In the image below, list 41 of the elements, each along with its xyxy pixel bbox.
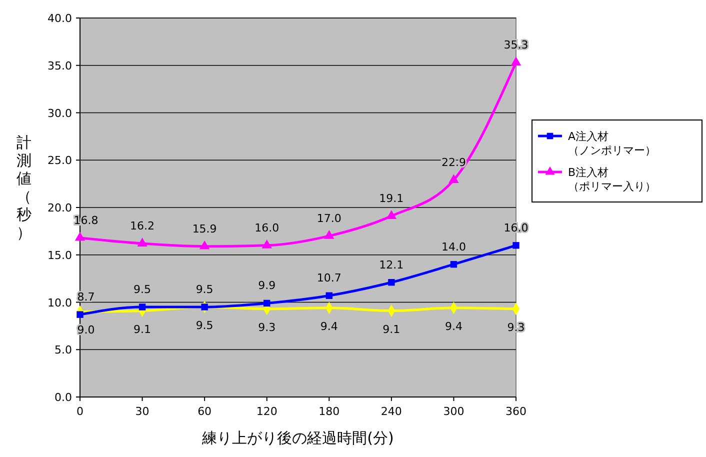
legend-label: B注入材（ポリマー入り） (568, 166, 656, 193)
data-label: 10.7 (316, 272, 342, 285)
data-label: 9.5 (196, 318, 214, 332)
y-tick-label: 25.0 (48, 154, 72, 168)
data-label: 16.2 (130, 220, 155, 233)
x-tick-label: 240 (380, 405, 402, 418)
data-label: 9.5 (134, 282, 152, 296)
y-tick-label: 10.0 (48, 296, 72, 310)
y-tick-label: 0.0 (54, 391, 72, 404)
y-tick-label: 5.0 (54, 344, 72, 357)
y-tick-label: 40.0 (48, 12, 72, 25)
data-label: 9.9 (258, 279, 276, 292)
x-tick-label: 0 (76, 405, 84, 418)
y-tick-label: 20.0 (48, 202, 72, 214)
y-axis-title: 計測値（秒） (16, 134, 32, 242)
x-tick-label: 60 (198, 405, 212, 418)
data-label: 9.4 (444, 320, 462, 333)
data-label: 35.3 (504, 38, 528, 52)
data-label: 9.4 (320, 320, 338, 333)
y-tick-label: 30.0 (48, 106, 72, 120)
data-label: 9.5 (196, 282, 214, 296)
x-axis-title: 練り上がり後の経過時間(分) (201, 429, 394, 447)
data-label: 19.1 (379, 192, 404, 206)
data-label: 16.0 (254, 221, 280, 234)
data-label: 17.0 (316, 212, 342, 225)
data-label: 16.0 (504, 221, 528, 234)
data-label: 9.1 (382, 322, 400, 336)
x-tick-label: 30 (135, 405, 150, 418)
data-label: 9.3 (507, 320, 525, 334)
x-tick-label: 120 (256, 405, 278, 418)
data-label: 9.3 (258, 320, 276, 334)
legend-label: A注入材（ノンポリマー） (568, 130, 656, 157)
data-label: 15.9 (192, 222, 217, 236)
data-label: 14.0 (441, 240, 466, 254)
data-label: 12.1 (379, 258, 404, 272)
x-tick-label: 300 (443, 405, 464, 418)
x-tick-label: 180 (318, 405, 340, 418)
y-tick-label: 15.0 (48, 248, 72, 262)
x-tick-label: 360 (506, 405, 526, 418)
data-label: 9.1 (134, 322, 152, 336)
y-tick-label: 35.0 (48, 59, 72, 72)
